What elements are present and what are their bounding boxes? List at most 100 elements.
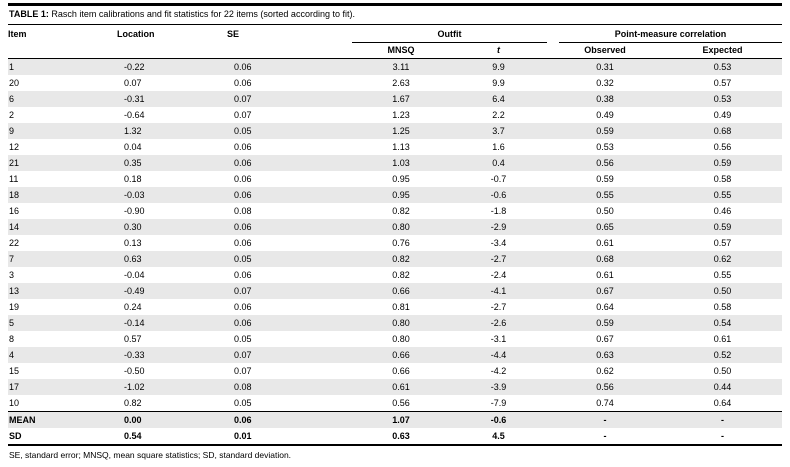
value-cell: 0.06: [234, 190, 252, 200]
item-cell: SD: [9, 431, 22, 441]
value-cell: -0.49: [124, 286, 145, 296]
value-cell: 0.68: [596, 254, 614, 264]
value-cell: 0.62: [713, 254, 732, 264]
value-cell: -: [547, 411, 663, 428]
value-cell: 9.9: [492, 62, 505, 72]
table-body: 1 -0.22 0.06 3.11 9.9 0.31 0.53 20 0.07 0.06 2.63 9…: [8, 58, 782, 446]
group-header-point-measure: Point-measure correlation: [547, 24, 782, 43]
value-cell: 3.11: [392, 62, 410, 72]
table-row: 11 0.18 0.06 0.95 -0.7 0.59 0.58: [8, 171, 782, 187]
value-cell: -4.1: [490, 286, 507, 296]
value-cell: 0.06: [234, 78, 252, 88]
value-cell: 0.49: [596, 110, 614, 120]
col-header-observed: Observed: [547, 43, 663, 59]
value-cell: 0.49: [713, 110, 732, 120]
item-cell: 17: [9, 382, 20, 392]
value-cell: 0.07: [234, 110, 252, 120]
value-cell: 0.05: [234, 254, 252, 264]
value-cell: 1.23: [392, 110, 410, 120]
value-cell: 2.2: [492, 110, 505, 120]
value-cell: -2.6: [490, 318, 507, 328]
value-cell: -4.2: [490, 366, 507, 376]
value-cell: -2.9: [490, 222, 507, 232]
item-cell: 10: [9, 398, 20, 408]
value-cell: 0.59: [596, 174, 614, 184]
value-cell: 0.59: [596, 126, 614, 136]
value-cell: 9.9: [492, 78, 505, 88]
value-cell: -0.03: [124, 190, 145, 200]
value-cell: 0.67: [596, 286, 614, 296]
value-cell: 2.63: [392, 78, 410, 88]
value-cell: 0.05: [234, 398, 252, 408]
value-cell: 0.56: [713, 142, 732, 152]
value-cell: 0.74: [596, 398, 614, 408]
value-cell: 0.04: [124, 142, 142, 152]
value-cell: -0.33: [124, 350, 145, 360]
value-cell: 0.06: [234, 142, 252, 152]
value-cell: -0.6: [490, 190, 507, 200]
value-cell: -0.14: [124, 318, 145, 328]
value-cell: 0.82: [124, 398, 142, 408]
value-cell: 0.59: [596, 318, 614, 328]
value-cell: 0.80: [392, 318, 410, 328]
value-cell: 0.06: [234, 222, 252, 232]
value-cell: 0.58: [713, 174, 732, 184]
table-row: 12 0.04 0.06 1.13 1.6 0.53 0.56: [8, 139, 782, 155]
value-cell: 0.53: [713, 62, 732, 72]
value-cell: 0.82: [392, 270, 410, 280]
value-cell: 0.63: [124, 254, 142, 264]
value-cell: 1.6: [492, 142, 505, 152]
item-cell: 19: [9, 302, 20, 312]
header-row-sub: MNSQ t Observed Expected: [8, 43, 782, 59]
summary-row: MEAN 0.00 0.06 1.07 -0.6- -: [8, 411, 782, 428]
value-cell: 0.58: [713, 302, 732, 312]
value-cell: 0.65: [596, 222, 614, 232]
item-cell: 6: [9, 94, 15, 104]
value-cell: 0.50: [596, 206, 614, 216]
value-cell: 0.06: [234, 158, 252, 168]
table-row: 15 -0.50 0.07 0.66 -4.2 0.62 0.50: [8, 363, 782, 379]
table-row: 17 -1.02 0.08 0.61 -3.9 0.56 0.44: [8, 379, 782, 395]
table-row: 10 0.82 0.05 0.56 -7.9 0.74 0.64: [8, 395, 782, 412]
value-cell: 0.59: [713, 222, 732, 232]
table-caption-title: Rasch item calibrations and fit statisti…: [48, 9, 355, 19]
value-cell: 0.56: [392, 398, 410, 408]
item-cell: 9: [9, 126, 15, 136]
item-cell: 1: [9, 62, 15, 72]
value-cell: 0.57: [713, 238, 732, 248]
value-cell: 0.30: [124, 222, 142, 232]
table-caption-label: TABLE 1:: [9, 9, 49, 19]
outfit-group-underline: Outfit: [352, 28, 547, 43]
value-cell: -7.9: [490, 398, 507, 408]
item-cell: 18: [9, 190, 20, 200]
value-cell: 0.81: [392, 302, 410, 312]
item-cell: 22: [9, 238, 20, 248]
value-cell: 0.66: [392, 350, 410, 360]
table-row: 22 0.13 0.06 0.76 -3.4 0.61 0.57: [8, 235, 782, 251]
value-cell: 0.80: [392, 334, 410, 344]
item-cell: MEAN: [8, 411, 117, 428]
value-cell: 0.54: [124, 431, 142, 441]
item-cell: 4: [9, 350, 15, 360]
table-row: 19 0.24 0.06 0.81 -2.7 0.64 0.58: [8, 299, 782, 315]
pm-group-underline: Point-measure correlation: [559, 28, 782, 43]
value-cell: 0.82: [392, 206, 410, 216]
item-cell: 21: [9, 158, 20, 168]
value-cell: 0.05: [234, 334, 252, 344]
value-cell: 0.06: [227, 411, 352, 428]
value-cell: 0.06: [234, 174, 252, 184]
value-cell: -: [721, 431, 724, 441]
value-cell: 1.67: [392, 94, 410, 104]
item-cell: 13: [9, 286, 20, 296]
table-row: 18 -0.03 0.06 0.95 -0.6 0.55 0.55: [8, 187, 782, 203]
value-cell: 0.06: [234, 238, 252, 248]
value-cell: 0.68: [713, 126, 732, 136]
value-cell: 0.32: [596, 78, 614, 88]
item-cell: 5: [9, 318, 15, 328]
value-cell: -3.1: [490, 334, 507, 344]
col-header-item: Item: [8, 24, 117, 59]
col-header-mnsq: MNSQ: [352, 43, 450, 59]
value-cell: -1.8: [490, 206, 507, 216]
item-cell: 20: [9, 78, 20, 88]
value-cell: 1.32: [124, 126, 142, 136]
